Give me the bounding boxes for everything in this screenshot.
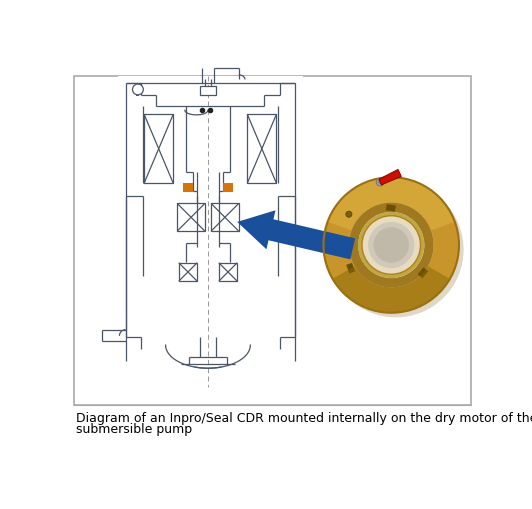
Bar [223,183,232,192]
Bar [144,115,173,184]
Bar [247,115,277,184]
Wedge shape [328,178,455,231]
Bar [184,183,193,192]
Bar [118,76,303,391]
Circle shape [132,85,143,96]
Polygon shape [237,211,355,260]
Circle shape [362,216,420,275]
Bar [219,263,237,281]
Polygon shape [379,170,401,185]
Circle shape [376,179,384,186]
Circle shape [373,228,409,263]
Text: Diagram of an Inpro/Seal CDR mounted internally on the dry motor of the: Diagram of an Inpro/Seal CDR mounted int… [76,411,532,423]
Wedge shape [332,267,450,313]
Bar [211,204,239,232]
Bar [386,205,396,212]
Circle shape [378,180,383,185]
Circle shape [358,212,425,278]
Bar [177,204,205,232]
Bar [418,268,428,279]
Bar [179,263,197,281]
Circle shape [368,222,414,269]
Bar [346,263,355,274]
Circle shape [346,212,352,218]
Wedge shape [349,203,434,288]
Wedge shape [328,183,463,318]
Bar [74,76,471,405]
Text: submersible pump: submersible pump [76,422,192,435]
Bar [200,87,215,96]
Wedge shape [323,178,459,313]
